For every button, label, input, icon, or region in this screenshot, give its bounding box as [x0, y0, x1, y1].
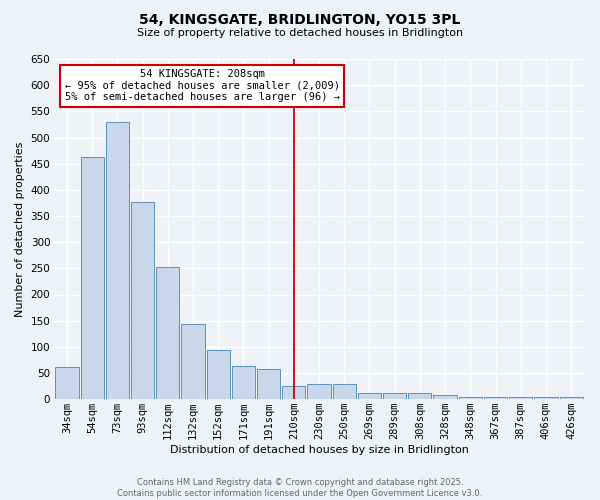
Text: Size of property relative to detached houses in Bridlington: Size of property relative to detached ho…	[137, 28, 463, 38]
Text: 54 KINGSGATE: 208sqm
← 95% of detached houses are smaller (2,009)
5% of semi-det: 54 KINGSGATE: 208sqm ← 95% of detached h…	[65, 69, 340, 102]
Y-axis label: Number of detached properties: Number of detached properties	[15, 142, 25, 317]
Bar	[433, 395, 457, 399]
Bar	[560, 397, 583, 399]
Bar	[383, 393, 406, 399]
X-axis label: Distribution of detached houses by size in Bridlington: Distribution of detached houses by size …	[170, 445, 469, 455]
Bar	[358, 393, 381, 399]
Bar	[509, 397, 532, 399]
Bar	[181, 324, 205, 399]
Bar	[408, 393, 431, 399]
Bar	[307, 384, 331, 399]
Bar	[80, 158, 104, 399]
Bar	[106, 122, 129, 399]
Bar	[156, 268, 179, 399]
Text: Contains HM Land Registry data © Crown copyright and database right 2025.
Contai: Contains HM Land Registry data © Crown c…	[118, 478, 482, 498]
Bar	[484, 397, 507, 399]
Text: 54, KINGSGATE, BRIDLINGTON, YO15 3PL: 54, KINGSGATE, BRIDLINGTON, YO15 3PL	[139, 12, 461, 26]
Bar	[55, 366, 79, 399]
Bar	[535, 397, 557, 399]
Bar	[131, 202, 154, 399]
Bar	[332, 384, 356, 399]
Bar	[206, 350, 230, 399]
Bar	[232, 366, 255, 399]
Bar	[282, 386, 305, 399]
Bar	[257, 370, 280, 399]
Bar	[459, 397, 482, 399]
